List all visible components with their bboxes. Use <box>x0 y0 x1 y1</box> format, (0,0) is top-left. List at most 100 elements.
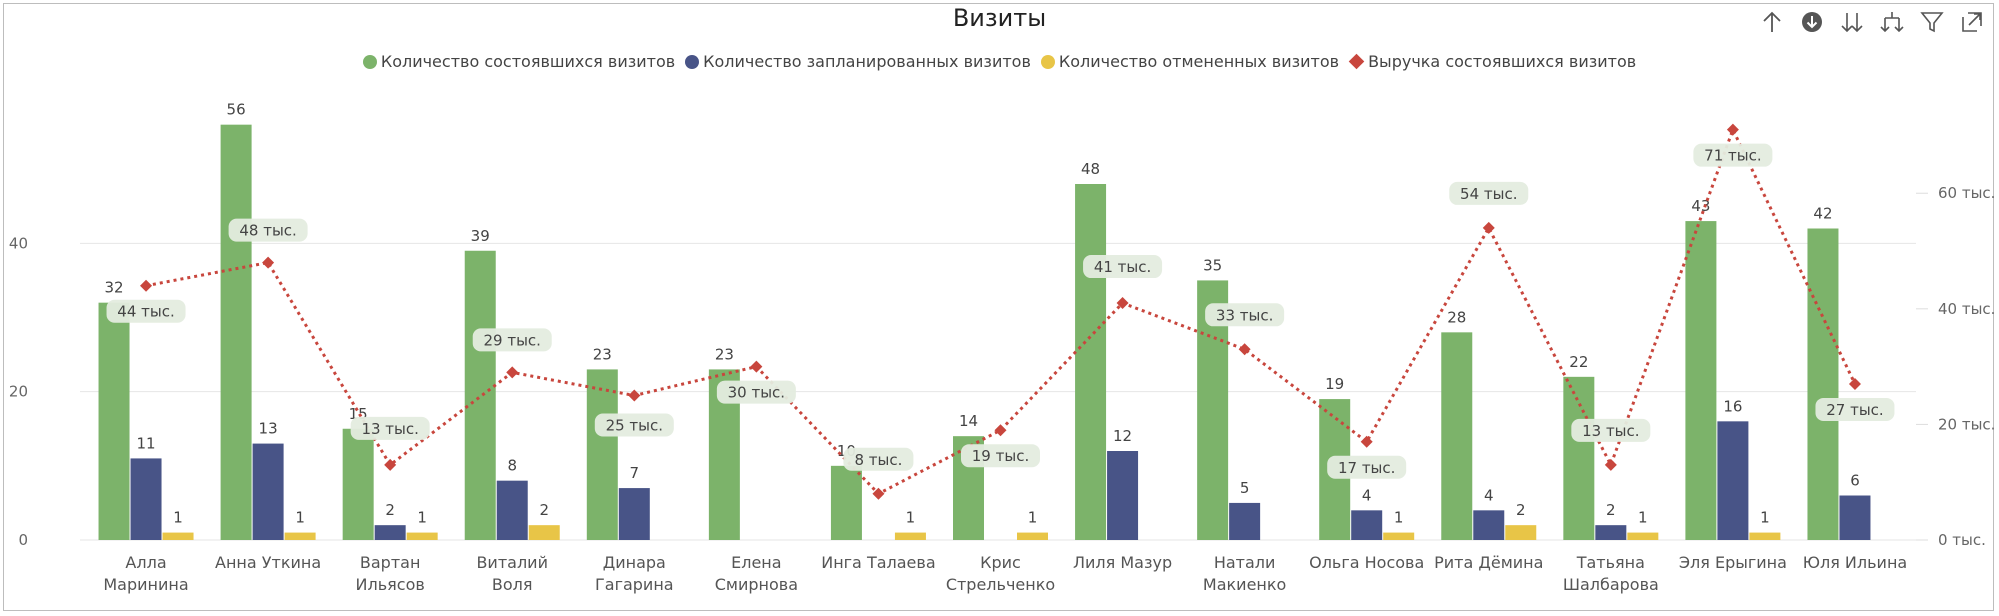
revenue-point-4[interactable] <box>506 366 519 379</box>
data-label-pill <box>106 299 186 323</box>
x-tick-label: Ольга Носова <box>1309 553 1424 572</box>
data-label-pill <box>1753 506 1777 529</box>
bar-2-12[interactable] <box>1473 510 1505 540</box>
revenue-point-2[interactable] <box>262 256 275 269</box>
x-tick-label: Динара <box>603 553 666 572</box>
legend-item-cancelled-visits[interactable]: Количество отмененных визитов <box>1040 52 1339 71</box>
bar-3-4[interactable] <box>528 525 560 540</box>
bar-2-4[interactable] <box>496 480 528 540</box>
data-label-bar: 1 <box>1638 509 1648 527</box>
bar-3-3[interactable] <box>406 532 438 540</box>
revenue-point-9[interactable] <box>1116 297 1129 310</box>
revenue-point-13[interactable] <box>1604 458 1617 471</box>
data-label-pill <box>843 447 914 471</box>
revenue-point-12[interactable] <box>1482 221 1495 234</box>
bar-1-5[interactable] <box>586 369 618 540</box>
data-label-pill <box>1571 418 1651 442</box>
bar-1-14[interactable] <box>1685 221 1717 541</box>
data-label-bar: 22 <box>1569 353 1588 371</box>
data-label-pill <box>472 328 552 352</box>
bar-1-1[interactable] <box>98 302 130 540</box>
bar-2-13[interactable] <box>1595 525 1627 540</box>
bar-3-1[interactable] <box>162 532 194 540</box>
revenue-point-11[interactable] <box>1360 435 1373 448</box>
bar-3-14[interactable] <box>1749 532 1781 540</box>
filter-button[interactable] <box>1913 6 1951 38</box>
bar-2-9[interactable] <box>1107 451 1139 540</box>
bar-1-9[interactable] <box>1075 184 1107 540</box>
data-label-bar: 12 <box>1113 427 1132 445</box>
revenue-line <box>145 125 1857 496</box>
bar-3-12[interactable] <box>1505 525 1537 540</box>
data-label-bar: 7 <box>630 464 640 482</box>
data-label-pill <box>622 462 646 485</box>
data-label-pill <box>1509 499 1533 522</box>
drill-up-button[interactable] <box>1753 6 1791 38</box>
x-tick-label: Смирнова <box>715 575 798 594</box>
data-label-bar: 11 <box>136 434 155 452</box>
bar-3-13[interactable] <box>1627 532 1659 540</box>
bar-2-2[interactable] <box>252 443 284 540</box>
data-label-bar: 1 <box>906 509 916 527</box>
bar-2-5[interactable] <box>618 488 650 540</box>
bar-3-2[interactable] <box>284 532 316 540</box>
data-label-bar: 16 <box>1723 397 1742 415</box>
bar-2-3[interactable] <box>374 525 406 540</box>
revenue-point-7[interactable] <box>872 487 885 500</box>
bar-2-10[interactable] <box>1229 502 1261 540</box>
legend-item-revenue[interactable]: Выручка состоявшихся визитов <box>1348 52 1636 71</box>
data-label-revenue: 33 тыс. <box>1216 306 1273 324</box>
data-label-revenue: 19 тыс. <box>972 447 1029 465</box>
bar-1-2[interactable] <box>220 124 252 541</box>
bar-3-7[interactable] <box>894 532 926 540</box>
revenue-point-5[interactable] <box>628 389 641 402</box>
bar-2-1[interactable] <box>130 458 162 540</box>
revenue-point-8[interactable] <box>994 424 1007 437</box>
drill-down-mode-button[interactable] <box>1793 6 1831 38</box>
bar-1-3[interactable] <box>342 428 374 540</box>
data-label-pill <box>228 218 308 242</box>
bar-1-13[interactable] <box>1563 376 1595 540</box>
data-label-pill <box>166 506 190 529</box>
data-label-bar: 2 <box>1606 501 1616 519</box>
revenue-point-14[interactable] <box>1726 123 1739 136</box>
data-label-bar: 4 <box>1362 486 1372 504</box>
data-label-bar: 35 <box>1203 256 1222 274</box>
bar-1-7[interactable] <box>830 465 862 540</box>
bar-1-4[interactable] <box>464 250 496 540</box>
data-label-bar: 1 <box>417 509 427 527</box>
data-label-bar: 1 <box>1394 509 1404 527</box>
revenue-point-3[interactable] <box>384 458 397 471</box>
visual-container <box>3 3 1994 611</box>
next-level-button[interactable] <box>1833 6 1871 38</box>
bar-1-15[interactable] <box>1807 228 1839 541</box>
data-label-pill <box>378 499 402 522</box>
bar-2-11[interactable] <box>1351 510 1383 540</box>
visual-toolbar <box>1753 6 1991 38</box>
bar-1-12[interactable] <box>1441 332 1473 540</box>
data-label-bar: 1 <box>1760 509 1770 527</box>
data-label-pill <box>1083 255 1163 279</box>
data-label-bar: 8 <box>507 457 517 475</box>
bar-3-8[interactable] <box>1017 532 1048 540</box>
legend-item-planned-visits[interactable]: Количество запланированных визитов <box>685 52 1031 71</box>
x-tick-label: Татьяна <box>1576 553 1645 572</box>
legend-item-completed-visits[interactable]: Количество состоявшихся визитов <box>362 52 675 71</box>
legend-label-planned-visits: Количество запланированных визитов <box>703 52 1031 71</box>
revenue-point-1[interactable] <box>140 279 153 292</box>
x-tick-label: Ильясов <box>356 575 425 594</box>
bar-3-11[interactable] <box>1383 532 1415 540</box>
bar-2-14[interactable] <box>1717 421 1749 540</box>
data-label-pill <box>130 432 163 455</box>
x-tick-label: Лиля Мазур <box>1073 553 1172 572</box>
expand-hierarchy-button[interactable] <box>1873 6 1911 38</box>
bar-2-15[interactable] <box>1839 495 1871 541</box>
data-label-pill <box>898 506 922 529</box>
data-label-pill <box>961 444 1040 468</box>
focus-mode-button[interactable] <box>1953 6 1991 38</box>
data-label-bar: 56 <box>227 101 246 119</box>
revenue-point-10[interactable] <box>1238 343 1251 356</box>
revenue-point-15[interactable] <box>1848 377 1861 390</box>
x-tick-label: Алла <box>125 553 166 572</box>
revenue-point-6[interactable] <box>750 360 763 373</box>
